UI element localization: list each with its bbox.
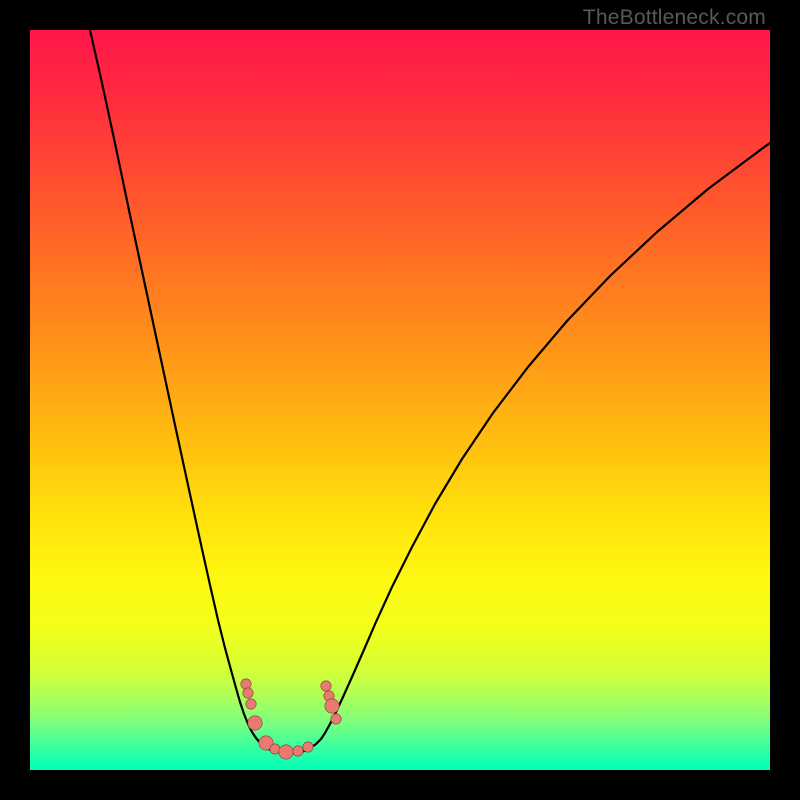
curve-marker (246, 699, 256, 709)
chart-curve-layer (30, 30, 770, 770)
plot-area (30, 30, 770, 770)
curve-markers (241, 679, 341, 759)
curve-marker (241, 679, 251, 689)
curve-marker (325, 699, 339, 713)
curve-marker (293, 746, 303, 756)
curve-marker (279, 745, 293, 759)
bottleneck-curve (90, 30, 770, 754)
curve-marker (243, 688, 253, 698)
curve-marker (331, 714, 341, 724)
chart-frame: TheBottleneck.com (0, 0, 800, 800)
curve-marker (303, 742, 313, 752)
watermark-text: TheBottleneck.com (583, 6, 766, 30)
curve-marker (321, 681, 331, 691)
curve-marker (248, 716, 262, 730)
